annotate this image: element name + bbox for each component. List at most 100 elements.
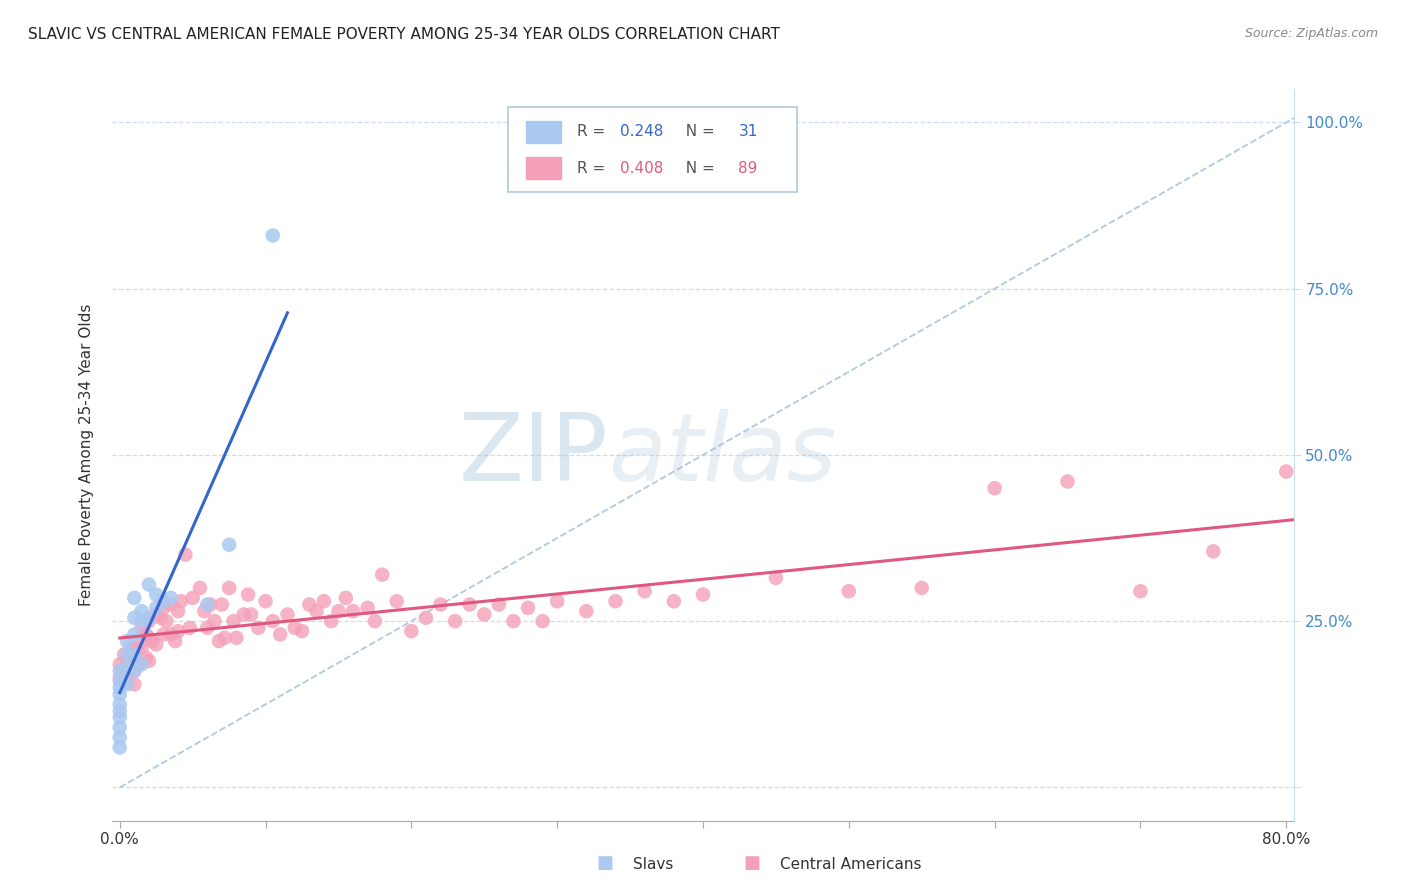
Text: N =: N = (676, 124, 720, 139)
Point (181, 591, 204, 605)
Point (108, 740, 131, 755)
Point (131, 657, 153, 672)
FancyBboxPatch shape (526, 157, 561, 179)
Point (124, 650, 146, 665)
Text: ■: ■ (596, 855, 613, 872)
Point (765, 571, 787, 585)
Text: Central Americans: Central Americans (780, 857, 922, 872)
Point (415, 611, 437, 625)
Point (502, 614, 524, 628)
Point (138, 631, 160, 645)
Text: Source: ZipAtlas.com: Source: ZipAtlas.com (1244, 27, 1378, 40)
Point (167, 624, 190, 639)
Point (232, 607, 254, 622)
Point (1202, 544, 1225, 558)
Point (167, 604, 190, 618)
Text: R =: R = (576, 161, 610, 176)
Point (429, 598, 451, 612)
Point (124, 677, 146, 691)
Point (236, 588, 259, 602)
Point (124, 664, 146, 678)
FancyBboxPatch shape (508, 108, 797, 192)
Point (138, 614, 160, 628)
Point (145, 607, 167, 622)
Point (335, 591, 357, 605)
Point (108, 698, 131, 712)
Point (204, 614, 226, 628)
Point (531, 614, 554, 628)
Point (124, 664, 146, 678)
Text: ■: ■ (744, 855, 761, 872)
Point (276, 607, 298, 622)
Point (262, 614, 284, 628)
Point (838, 584, 860, 599)
Point (222, 614, 245, 628)
Point (155, 614, 177, 628)
Point (983, 481, 1005, 495)
Point (488, 598, 510, 612)
Point (291, 624, 314, 639)
Point (634, 584, 657, 599)
Point (138, 654, 160, 668)
Text: 89: 89 (738, 161, 758, 176)
Point (225, 631, 247, 645)
Point (115, 667, 138, 681)
Point (321, 614, 343, 628)
Point (198, 598, 221, 612)
Point (159, 598, 181, 612)
Point (108, 731, 131, 745)
Point (124, 591, 146, 605)
Point (149, 611, 172, 625)
Point (131, 621, 153, 635)
Point (444, 614, 467, 628)
Point (269, 627, 291, 641)
Point (131, 604, 153, 618)
Point (128, 637, 150, 651)
Point (605, 594, 627, 608)
Text: SLAVIC VS CENTRAL AMERICAN FEMALE POVERTY AMONG 25-34 YEAR OLDS CORRELATION CHAR: SLAVIC VS CENTRAL AMERICAN FEMALE POVERT… (28, 27, 780, 42)
Point (195, 621, 218, 635)
Point (188, 581, 211, 595)
Point (135, 650, 157, 665)
Point (211, 598, 233, 612)
Point (145, 600, 167, 615)
Point (1275, 465, 1298, 479)
Point (195, 598, 218, 612)
Point (179, 621, 201, 635)
Point (385, 594, 408, 608)
Point (141, 634, 163, 648)
Point (218, 581, 240, 595)
Point (284, 621, 307, 635)
Point (371, 567, 394, 582)
Point (546, 594, 568, 608)
Point (401, 624, 423, 639)
Point (108, 681, 131, 695)
Text: 0.408: 0.408 (620, 161, 664, 176)
Point (112, 648, 135, 662)
Point (131, 640, 153, 655)
Point (108, 687, 131, 701)
Point (692, 588, 714, 602)
Point (115, 634, 138, 648)
Point (1129, 584, 1152, 599)
Point (108, 673, 131, 688)
Point (115, 648, 138, 662)
Point (138, 577, 160, 591)
Point (214, 631, 236, 645)
FancyBboxPatch shape (526, 120, 561, 143)
Point (131, 614, 153, 628)
Point (254, 594, 277, 608)
Point (364, 614, 387, 628)
Point (152, 594, 174, 608)
Point (145, 637, 167, 651)
Point (115, 677, 138, 691)
Point (115, 661, 138, 675)
Point (262, 228, 284, 243)
Point (108, 721, 131, 735)
Point (128, 657, 150, 672)
Point (328, 604, 350, 618)
Point (108, 710, 131, 724)
Point (662, 594, 685, 608)
Point (124, 648, 146, 662)
Point (472, 607, 495, 622)
